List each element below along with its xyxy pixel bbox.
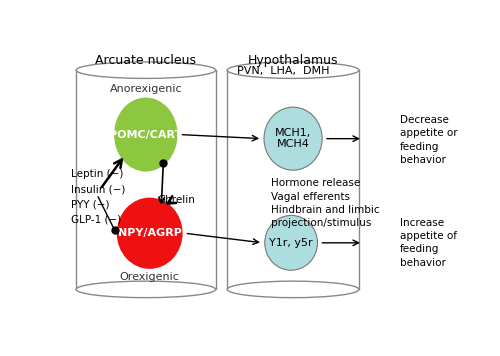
Text: Anorexigenic: Anorexigenic <box>110 84 182 94</box>
Text: Y1r, y5r: Y1r, y5r <box>270 238 313 248</box>
Text: Leptin (−): Leptin (−) <box>71 169 124 179</box>
Ellipse shape <box>117 198 182 269</box>
Ellipse shape <box>227 281 359 298</box>
Ellipse shape <box>114 98 178 172</box>
Text: PVN,  LHA,  DMH: PVN, LHA, DMH <box>237 66 330 76</box>
Text: MCH1,
MCH4: MCH1, MCH4 <box>275 128 311 150</box>
Text: Ghrelin: Ghrelin <box>158 195 196 205</box>
Text: Increase
appetite of
feeding
behavior: Increase appetite of feeding behavior <box>400 218 456 268</box>
Text: Hypothalamus: Hypothalamus <box>248 54 338 67</box>
Ellipse shape <box>264 107 322 170</box>
Text: PYY (−): PYY (−) <box>71 199 110 209</box>
Text: Arcuate nucleus: Arcuate nucleus <box>96 54 196 67</box>
Bar <box>227 70 359 289</box>
Ellipse shape <box>76 281 216 298</box>
Text: POMC/CART: POMC/CART <box>109 130 182 140</box>
Text: Insulin (−): Insulin (−) <box>71 184 126 194</box>
Ellipse shape <box>76 62 216 78</box>
Ellipse shape <box>265 215 318 270</box>
Ellipse shape <box>227 62 359 78</box>
Text: Hormone release
Vagal efferents
Hindbrain and limbic
projection/stimulus: Hormone release Vagal efferents Hindbrai… <box>271 178 380 228</box>
Bar <box>76 70 216 289</box>
Text: Orexigenic: Orexigenic <box>120 272 180 282</box>
Text: NPY/AGRP: NPY/AGRP <box>118 228 182 238</box>
Text: Decrease
appetite or
feeding
behavior: Decrease appetite or feeding behavior <box>400 115 457 165</box>
Text: GLP-1 (−): GLP-1 (−) <box>71 215 122 225</box>
